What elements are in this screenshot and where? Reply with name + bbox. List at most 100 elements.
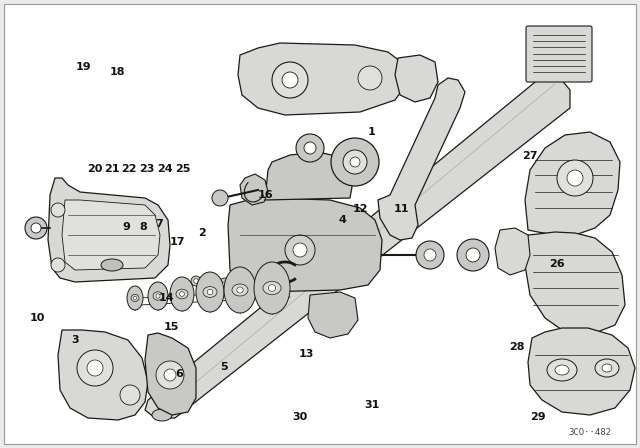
Ellipse shape <box>152 409 172 421</box>
Text: 15: 15 <box>164 322 179 332</box>
Circle shape <box>212 190 228 206</box>
Ellipse shape <box>547 359 577 381</box>
Ellipse shape <box>148 282 168 310</box>
Circle shape <box>424 249 436 261</box>
Polygon shape <box>228 198 382 292</box>
Ellipse shape <box>203 287 217 297</box>
Ellipse shape <box>268 284 276 291</box>
Circle shape <box>31 223 41 233</box>
Ellipse shape <box>170 277 194 311</box>
Text: 24: 24 <box>157 164 173 174</box>
Text: 28: 28 <box>509 342 525 352</box>
Circle shape <box>343 150 367 174</box>
Circle shape <box>87 360 103 376</box>
FancyBboxPatch shape <box>526 26 592 82</box>
Circle shape <box>51 258 65 272</box>
Ellipse shape <box>153 292 163 300</box>
Polygon shape <box>48 178 170 282</box>
Polygon shape <box>62 200 160 270</box>
Text: 16: 16 <box>258 190 273 200</box>
Text: 20: 20 <box>87 164 102 174</box>
Text: 31: 31 <box>365 400 380 409</box>
Text: 26: 26 <box>549 259 564 269</box>
Circle shape <box>296 134 324 162</box>
Ellipse shape <box>176 289 188 299</box>
Circle shape <box>416 241 444 269</box>
Polygon shape <box>525 232 625 335</box>
Circle shape <box>304 142 316 154</box>
Polygon shape <box>308 292 358 338</box>
Text: 3CO··482: 3CO··482 <box>568 427 611 436</box>
Circle shape <box>25 217 47 239</box>
Polygon shape <box>265 152 355 200</box>
Circle shape <box>194 279 198 283</box>
Circle shape <box>350 157 360 167</box>
Text: 22: 22 <box>122 164 137 174</box>
Circle shape <box>120 385 140 405</box>
Polygon shape <box>58 330 148 420</box>
Circle shape <box>358 66 382 90</box>
Polygon shape <box>145 333 196 415</box>
Text: 18: 18 <box>109 67 125 77</box>
Circle shape <box>207 280 212 286</box>
Circle shape <box>285 235 315 265</box>
Ellipse shape <box>207 289 212 295</box>
Text: 2: 2 <box>198 228 205 238</box>
Text: 1: 1 <box>367 127 375 137</box>
Circle shape <box>164 369 176 381</box>
Ellipse shape <box>224 267 256 313</box>
Ellipse shape <box>263 281 281 295</box>
Ellipse shape <box>196 272 224 312</box>
Circle shape <box>222 282 228 288</box>
Circle shape <box>282 72 298 88</box>
Text: 10: 10 <box>29 313 45 323</box>
Polygon shape <box>525 132 620 235</box>
Circle shape <box>191 276 201 286</box>
Circle shape <box>51 203 65 217</box>
Text: 23: 23 <box>140 164 155 174</box>
Polygon shape <box>238 43 408 115</box>
Text: 14: 14 <box>159 293 174 303</box>
Polygon shape <box>378 78 465 240</box>
Circle shape <box>204 277 216 289</box>
Ellipse shape <box>133 296 136 300</box>
Polygon shape <box>145 78 570 418</box>
Ellipse shape <box>254 262 290 314</box>
Ellipse shape <box>101 259 123 271</box>
Text: 19: 19 <box>76 62 91 72</box>
Ellipse shape <box>232 284 248 296</box>
Circle shape <box>567 170 583 186</box>
Text: 8: 8 <box>140 222 147 232</box>
Ellipse shape <box>555 365 569 375</box>
Text: 6: 6 <box>175 369 183 379</box>
Circle shape <box>218 278 232 292</box>
Circle shape <box>156 361 184 389</box>
Circle shape <box>293 243 307 257</box>
Text: 11: 11 <box>394 204 410 214</box>
Text: 9: 9 <box>123 222 131 232</box>
Ellipse shape <box>180 292 184 297</box>
Text: 30: 30 <box>292 412 307 422</box>
Polygon shape <box>495 228 530 275</box>
Polygon shape <box>240 174 268 205</box>
Text: 3: 3 <box>72 336 79 345</box>
Ellipse shape <box>131 294 139 302</box>
Ellipse shape <box>602 364 612 372</box>
Circle shape <box>557 160 593 196</box>
Circle shape <box>457 239 489 271</box>
Circle shape <box>272 62 308 98</box>
Text: 17: 17 <box>170 237 186 247</box>
Text: 25: 25 <box>175 164 191 174</box>
Circle shape <box>331 138 379 186</box>
Ellipse shape <box>156 294 160 298</box>
Text: 12: 12 <box>353 204 368 214</box>
Text: 27: 27 <box>522 151 538 161</box>
Circle shape <box>77 350 113 386</box>
Ellipse shape <box>127 286 143 310</box>
Polygon shape <box>528 328 635 415</box>
Ellipse shape <box>237 287 243 293</box>
Text: 29: 29 <box>530 412 545 422</box>
Ellipse shape <box>595 359 619 377</box>
Circle shape <box>466 248 480 262</box>
Text: 21: 21 <box>104 164 120 174</box>
